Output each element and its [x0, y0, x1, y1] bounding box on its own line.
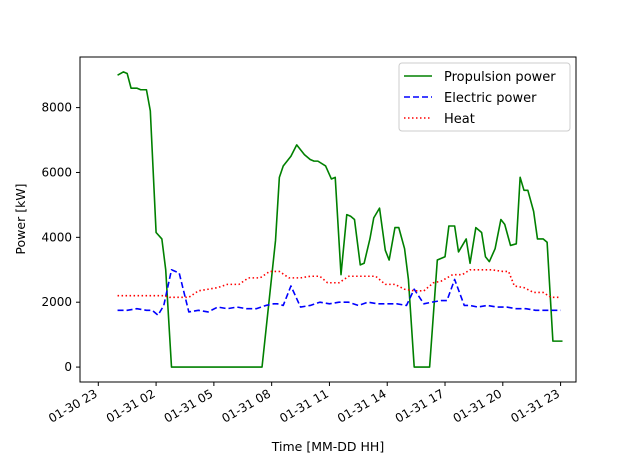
legend-label: Electric power: [444, 91, 537, 106]
legend-label: Heat: [444, 112, 475, 127]
y-axis-label: Power [kW]: [13, 183, 28, 254]
legend-box: [398, 62, 571, 132]
y-tick-label: 2000: [41, 295, 72, 309]
y-tick-label: 6000: [41, 165, 72, 179]
y-axis: 0 2000 4000 6000 8000: [41, 101, 80, 374]
series-line-0: [117, 71, 563, 368]
legend-label: Propulsion power: [444, 70, 556, 85]
plot-frame: [79, 56, 577, 383]
x-axis-label: Time [MM-DD HH]: [271, 439, 384, 454]
y-tick-label: 8000: [41, 101, 72, 115]
series-layer: [117, 71, 563, 368]
y-tick-label: 4000: [41, 230, 72, 244]
y-tick-label: 0: [64, 360, 72, 374]
legend: Propulsion power Electric power Heat: [398, 62, 571, 132]
series-line-1: [117, 268, 561, 316]
